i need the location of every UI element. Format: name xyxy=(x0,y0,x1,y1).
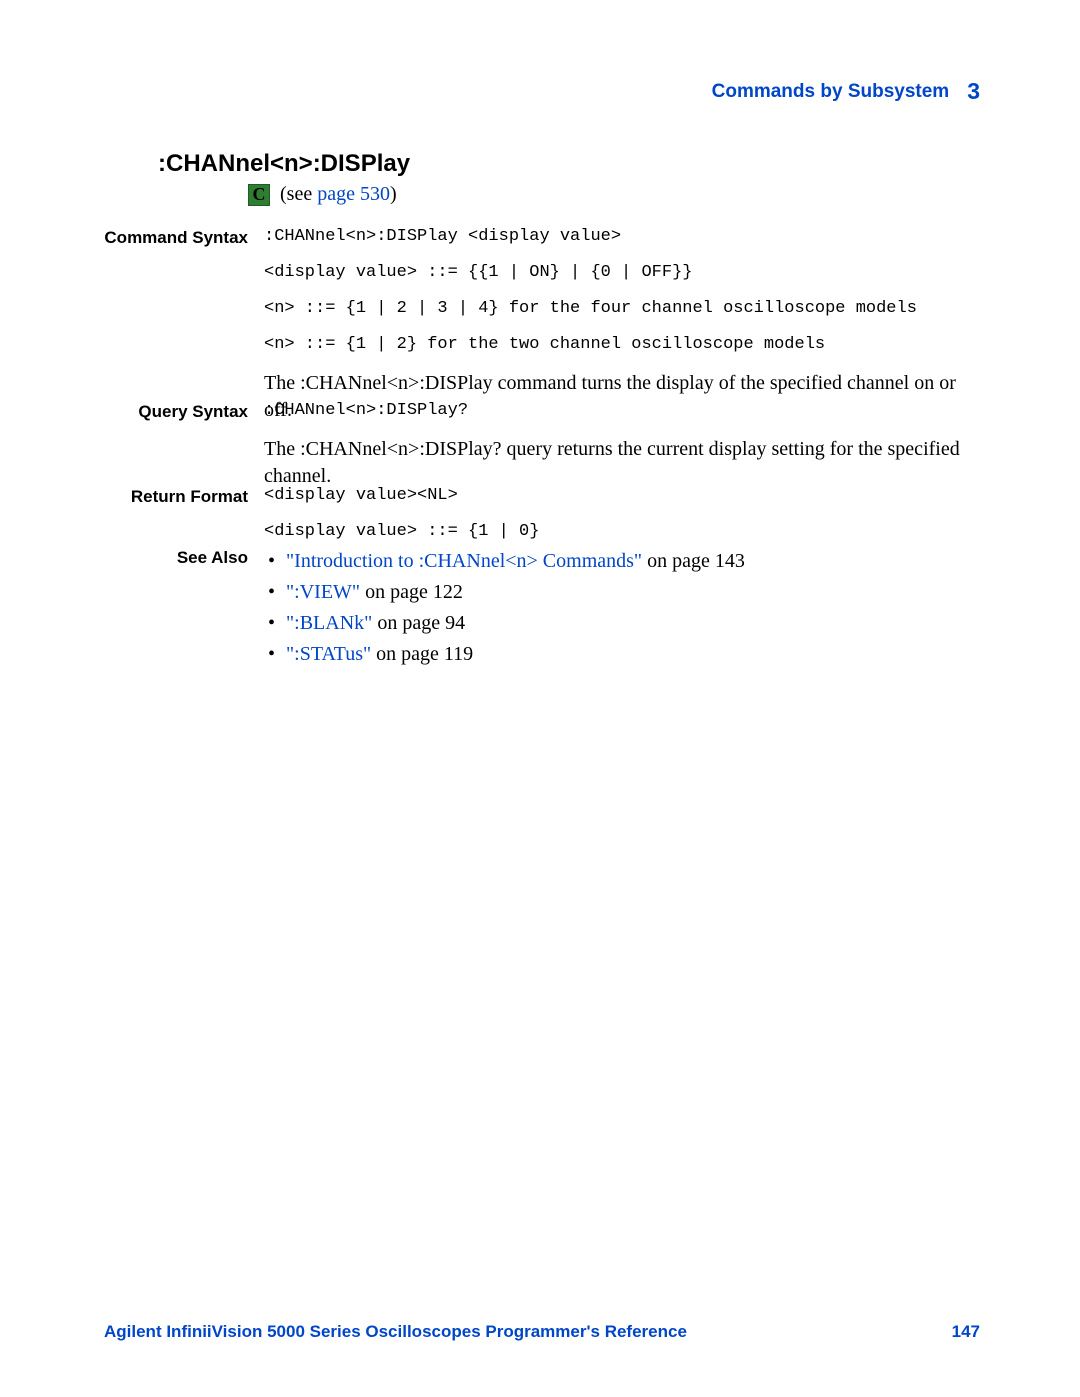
page-530-link[interactable]: page 530 xyxy=(317,183,390,205)
see-also-item: "Introduction to :CHANnel<n> Commands" o… xyxy=(264,546,984,577)
query-syntax-body: :CHANnel<n>:DISPlay? The :CHANnel<n>:DIS… xyxy=(264,400,984,490)
header-section: Commands by Subsystem xyxy=(712,81,950,103)
return-format-block: Return Format <display value><NL> <displ… xyxy=(104,485,984,543)
page-footer: Agilent InfiniiVision 5000 Series Oscill… xyxy=(104,1322,980,1342)
return-format-label: Return Format xyxy=(104,485,248,507)
syntax-line-2: <display value> ::= {{1 | ON} | {0 | OFF… xyxy=(264,262,984,284)
see-page-text: (see page 530) xyxy=(280,183,397,206)
see-also-suffix: on page 94 xyxy=(372,612,465,634)
return-line-1: <display value><NL> xyxy=(264,485,984,507)
command-syntax-body: :CHANnel<n>:DISPlay <display value> <dis… xyxy=(264,226,984,424)
query-syntax-block: Query Syntax :CHANnel<n>:DISPlay? The :C… xyxy=(104,400,984,490)
core-command-icon: C xyxy=(248,184,270,206)
view-link[interactable]: ":VIEW" xyxy=(286,581,360,603)
intro-channel-link[interactable]: "Introduction to :CHANnel<n> Commands" xyxy=(286,550,642,572)
chapter-number: 3 xyxy=(967,78,980,105)
see-also-item: ":STATus" on page 119 xyxy=(264,639,984,670)
syntax-line-4: <n> ::= {1 | 2} for the two channel osci… xyxy=(264,334,984,356)
query-syntax-desc: The :CHANnel<n>:DISPlay? query returns t… xyxy=(264,436,984,490)
status-link[interactable]: ":STATus" xyxy=(286,643,371,665)
query-syntax-label: Query Syntax xyxy=(104,400,248,422)
blank-link[interactable]: ":BLANk" xyxy=(286,612,372,634)
return-format-body: <display value><NL> <display value> ::= … xyxy=(264,485,984,543)
icon-row: C (see page 530) xyxy=(248,183,397,206)
see-also-list: "Introduction to :CHANnel<n> Commands" o… xyxy=(264,546,984,670)
footer-title: Agilent InfiniiVision 5000 Series Oscill… xyxy=(104,1322,687,1342)
see-also-label: See Also xyxy=(104,546,248,568)
command-syntax-label: Command Syntax xyxy=(104,226,248,248)
see-suffix: ) xyxy=(390,183,397,205)
query-line-1: :CHANnel<n>:DISPlay? xyxy=(264,400,984,422)
see-also-body: "Introduction to :CHANnel<n> Commands" o… xyxy=(264,546,984,670)
see-also-item: ":BLANk" on page 94 xyxy=(264,608,984,639)
see-also-suffix: on page 122 xyxy=(360,581,463,603)
page-header: Commands by Subsystem 3 xyxy=(712,78,980,105)
see-prefix: (see xyxy=(280,183,317,205)
see-also-item: ":VIEW" on page 122 xyxy=(264,577,984,608)
return-line-2: <display value> ::= {1 | 0} xyxy=(264,521,984,543)
see-also-suffix: on page 119 xyxy=(371,643,473,665)
syntax-line-3: <n> ::= {1 | 2 | 3 | 4} for the four cha… xyxy=(264,298,984,320)
command-syntax-block: Command Syntax :CHANnel<n>:DISPlay <disp… xyxy=(104,226,984,424)
see-also-block: See Also "Introduction to :CHANnel<n> Co… xyxy=(104,546,984,670)
see-also-suffix: on page 143 xyxy=(642,550,745,572)
syntax-line-1: :CHANnel<n>:DISPlay <display value> xyxy=(264,226,984,248)
footer-page-number: 147 xyxy=(952,1322,980,1342)
command-title: :CHANnel<n>:DISPlay xyxy=(158,150,410,178)
